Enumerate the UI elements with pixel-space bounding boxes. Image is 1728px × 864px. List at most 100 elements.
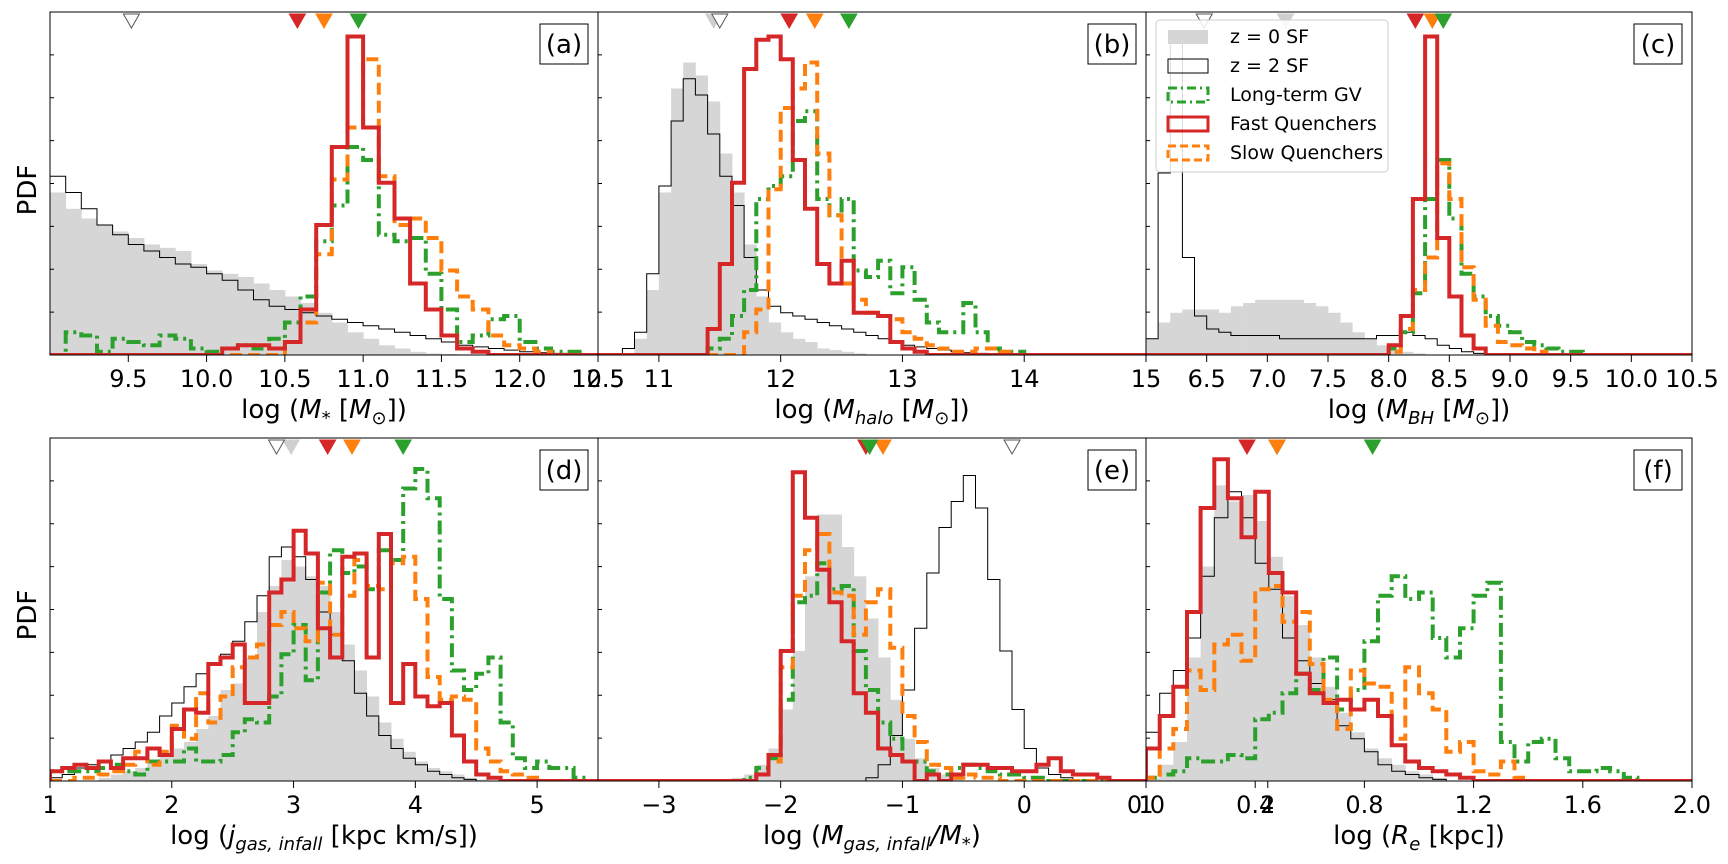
panel-label-box [539,449,589,491]
x-tick-label: 13 [887,365,918,393]
hist-bar-z0 [1267,299,1280,355]
hist-bar-z0 [123,771,136,781]
hist-bar-z0 [363,338,380,355]
median-marker-slow [315,13,333,30]
panel-label-box [1633,449,1683,491]
median-marker-fast [288,13,307,30]
hist-bar-z0 [366,696,380,781]
hist-line-gv [1146,158,1692,355]
x-tick-label: 1 [42,791,57,819]
ylabel-bottom: PDF [13,590,43,641]
hist-line-gv [598,561,1146,781]
x-tick-label: 2 [164,791,179,819]
hist-bar-z0 [1350,732,1365,781]
hist-bar-z0 [1146,338,1159,355]
legend-handle [1168,30,1208,44]
x-tick-label: 15 [1131,365,1162,393]
median-marker-fast [780,13,799,30]
hist-bar-z0 [269,586,282,781]
hist-line-z2 [50,175,598,355]
hist-bar-z0 [744,244,757,355]
x-axis-label: log (jgas, infall [kpc km/s]) [170,821,478,855]
panel-label-box [1087,23,1137,65]
hist-bar-z0 [190,264,207,355]
hist-bar-z0 [792,651,806,781]
hist-bar-z0 [805,576,818,781]
legend-label: z = 2 SF [1230,55,1309,77]
legend-handle [1166,86,1210,104]
median-marker-slow [805,13,824,30]
median-marker-gv [840,13,858,30]
x-axis-label: log (Mhalo [M⊙]) [774,395,969,429]
hist-bar-z0 [792,338,806,355]
hist-bar-z0 [1279,299,1292,355]
hist-bar-z0 [1187,657,1201,781]
hist-bar-z0 [1206,309,1220,355]
legend-handle [1166,144,1210,162]
hist-bar-z0 [378,345,395,355]
hist-line-fast [598,470,1146,781]
hist-bar-z0 [890,699,903,781]
hist-bar-z0 [914,758,928,781]
x-tick-label: 11.0 [336,365,389,393]
hist-bar-z0 [476,779,489,781]
x-tick-label: 7.0 [1248,365,1286,393]
median-marker-slow [1423,13,1442,30]
hist-bar-z0 [1170,312,1183,355]
hist-bar-z0 [427,768,441,781]
hist-bar-z0 [1291,299,1305,355]
legend-handle [1166,115,1210,133]
hist-bar-z0 [768,322,782,355]
hist-bar-z0 [347,332,364,355]
hist-bar-z0 [1328,312,1341,355]
x-tick-label: 11 [644,365,675,393]
hist-bar-z0 [865,618,879,781]
x-tick-label: 2.0 [1673,791,1711,819]
hist-bar-z0 [97,225,114,355]
x-tick-label: 1.2 [1455,791,1493,819]
panel-label: (e) [1094,456,1130,486]
hist-bar-z0 [1282,595,1297,781]
hist-bar-z0 [391,738,404,781]
hist-bar-z0 [378,722,392,781]
hist-line-slow [50,57,598,355]
hist-bar-z0 [683,62,696,355]
x-tick-label: 5 [529,791,544,819]
x-tick-label: 9.5 [1552,365,1590,393]
hist-bar-z0 [817,348,830,355]
hist-bar-z0 [281,560,294,781]
x-tick-label: 12.5 [571,365,624,393]
hist-bar-z0 [171,748,185,781]
x-tick-label: 10.5 [571,365,624,393]
hist-bar-z0 [330,612,343,781]
median-marker-z2 [122,13,141,30]
hist-line-fast [50,34,598,355]
hist-bar-z0 [1364,748,1379,781]
hist-bar-z0 [128,238,145,355]
x-tick-label: 7.5 [1309,365,1347,393]
hist-bar-z0 [184,742,197,781]
hist-bar-z0 [1412,353,1426,355]
x-tick-label: 0.8 [1345,791,1383,819]
panel-label-box [1087,449,1137,491]
hist-bar-z0 [634,338,648,355]
hist-bar-z0 [805,342,818,355]
hist-bar-z0 [707,101,721,355]
x-tick-label: 10.0 [1605,365,1658,393]
legend-box [1155,19,1389,173]
hist-bar-z0 [1378,758,1393,781]
median-marker-z2 [267,439,286,456]
panel-d: 1 2 3 4 5 log (jgas, infall [kpc km/s]) (d) [42,437,599,855]
hist-bar-z0 [293,566,307,781]
median-marker-gv [860,439,879,456]
hist-bar-z0 [1364,338,1377,355]
x-tick-label: 9.5 [109,365,147,393]
hist-bar-z0 [719,153,733,355]
hist-line-fast [598,34,1146,355]
hist-line-slow [1146,161,1692,355]
hist-bar-z0 [1323,686,1338,781]
legend-label: Long-term GV [1230,84,1362,106]
hist-line-fast [1146,457,1692,781]
panel-c: 6.5 7.0 7.5 8.0 8.5 9.0 9.5 10.0 10.5 log (MBH [M… [1145,11,1719,429]
legend-label: z = 0 SF [1230,26,1309,48]
